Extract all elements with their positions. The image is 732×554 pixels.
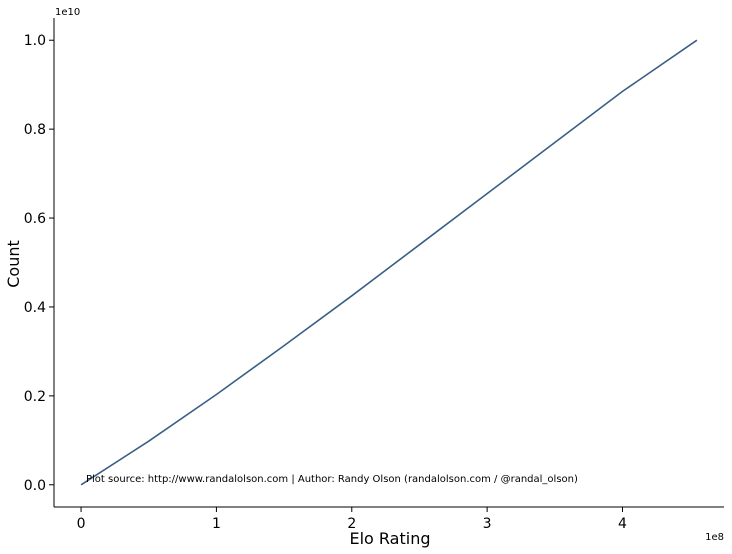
x-tick-label: 4 bbox=[618, 516, 627, 532]
y-axis-offset-label: 1e10 bbox=[55, 7, 80, 18]
y-tick-label: 0.0 bbox=[24, 478, 46, 494]
x-axis-title: Elo Rating bbox=[349, 529, 430, 548]
x-tick-label: 0 bbox=[77, 516, 86, 532]
series-line bbox=[80, 39, 698, 486]
x-tick-label: 3 bbox=[483, 516, 492, 532]
y-tick-label: 0.6 bbox=[24, 211, 46, 227]
y-tick-label: 0.8 bbox=[24, 122, 46, 138]
y-tick-label: 0.4 bbox=[24, 300, 46, 316]
y-axis-title: Count bbox=[4, 240, 23, 288]
x-axis-ticks: 0 1 2 3 4 bbox=[77, 507, 627, 532]
x-axis-offset-label: 1e8 bbox=[705, 532, 724, 543]
y-tick-label: 0.2 bbox=[24, 389, 46, 405]
x-tick-label: 2 bbox=[347, 516, 356, 532]
x-tick-label: 1 bbox=[212, 516, 221, 532]
plot-source-annotation: Plot source: http://www.randalolson.com … bbox=[86, 474, 578, 485]
y-tick-label: 1.0 bbox=[24, 33, 46, 49]
y-axis-ticks: 0.0 0.2 0.4 0.6 0.8 1.0 bbox=[24, 33, 54, 494]
